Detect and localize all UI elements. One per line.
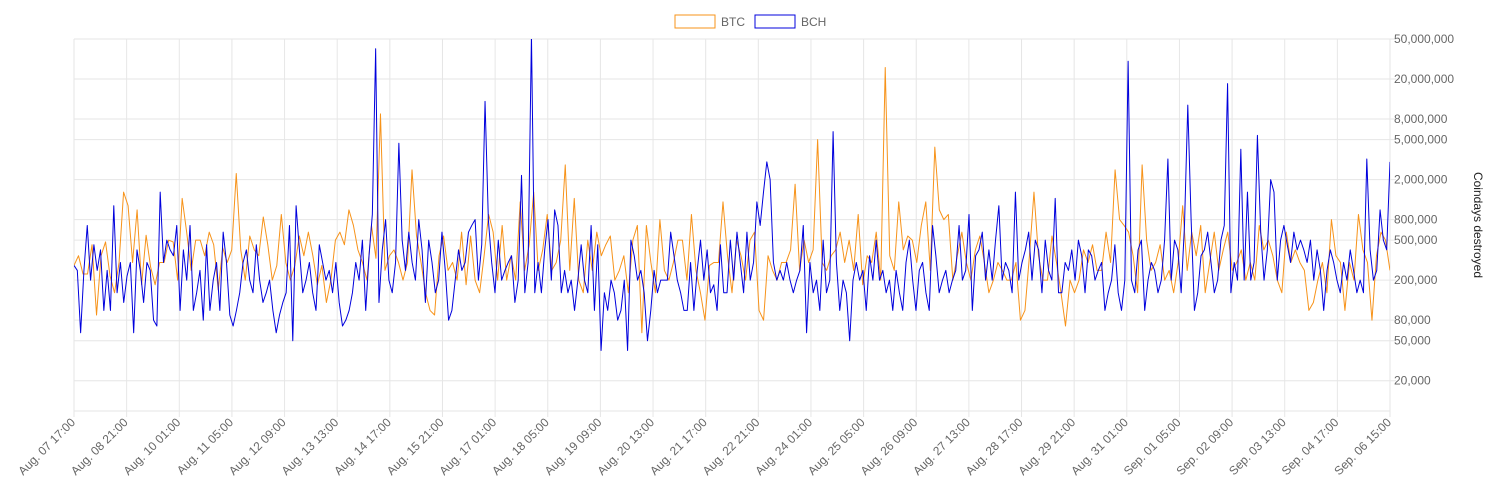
- legend-swatch-bch[interactable]: [754, 14, 796, 29]
- y-tick-label: 50,000,000: [1394, 32, 1454, 46]
- y-tick-label: 800,000: [1394, 213, 1438, 227]
- y-tick-label: 20,000,000: [1394, 72, 1454, 86]
- series-line-bch: [74, 39, 1390, 351]
- y-axis-tick-labels: 50,000,000 20,000,000 8,000,000 5,000,000 2,…: [1394, 32, 1454, 388]
- x-tick-label: Sep. 06 15:00: [1331, 415, 1394, 478]
- y-tick-label: 500,000: [1394, 233, 1438, 247]
- y-axis-title: Coindays destroyed: [1471, 172, 1485, 278]
- grid: [73, 38, 1396, 417]
- y-tick-label: 8,000,000: [1394, 112, 1448, 126]
- legend-label-btc[interactable]: BTC: [721, 15, 745, 29]
- legend-swatch-btc[interactable]: [674, 14, 716, 29]
- legend: BTC BCH: [674, 14, 826, 29]
- y-tick-label: 80,000: [1394, 313, 1431, 327]
- y-tick-label: 5,000,000: [1394, 133, 1448, 147]
- legend-label-bch[interactable]: BCH: [801, 15, 826, 29]
- y-tick-label: 50,000: [1394, 334, 1431, 348]
- y-tick-label: 2,000,000: [1394, 173, 1448, 187]
- y-tick-label: 20,000: [1394, 374, 1431, 388]
- series-lines: [74, 39, 1390, 351]
- y-tick-label: 200,000: [1394, 273, 1438, 287]
